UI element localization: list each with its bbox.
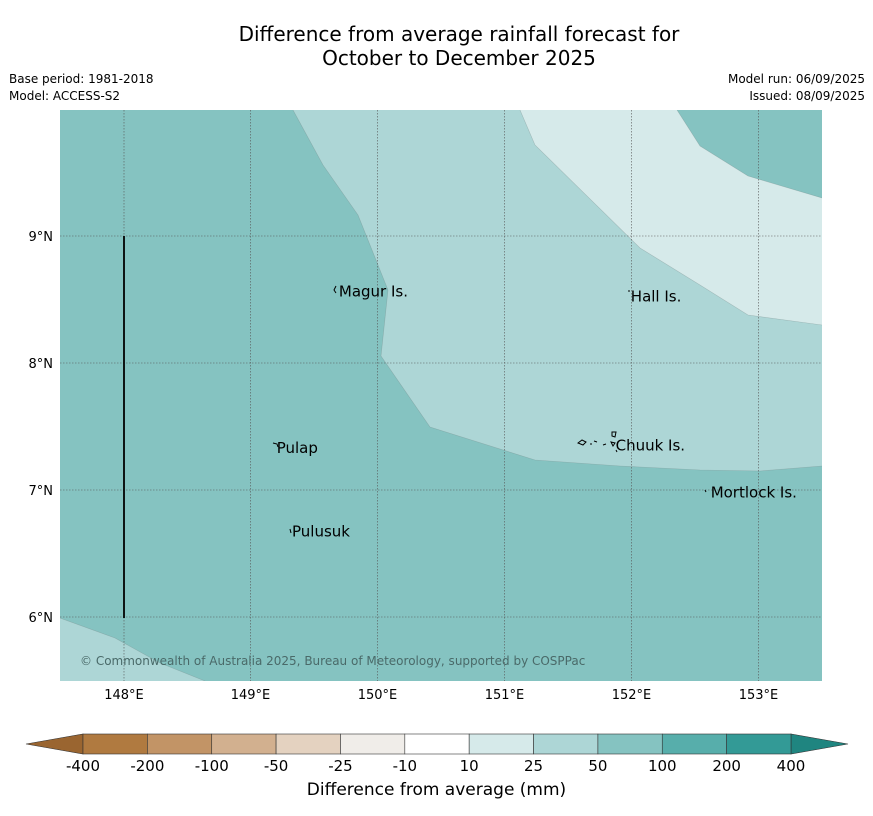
colorbar-under-arrow — [25, 733, 84, 755]
model-name: Model: ACCESS-S2 — [9, 89, 121, 103]
lat-tick-label: 8°N — [29, 357, 54, 372]
colorbar-segment — [468, 733, 534, 755]
colorbar-segment — [147, 733, 213, 755]
lat-tick-label: 9°N — [29, 230, 54, 245]
colorbar-segment — [82, 733, 148, 755]
lon-tick-label: 153°E — [739, 688, 779, 703]
meta-left: Base period: 1981-2018 Model: ACCESS-S2 — [9, 71, 154, 105]
contour-25-50 — [293, 110, 822, 471]
lat-tick-label: 7°N — [29, 484, 54, 499]
colorbar-tick-label: -100 — [195, 757, 229, 775]
colorbar-segment — [726, 733, 792, 755]
title-line-1: Difference from average rainfall forecas… — [238, 22, 680, 46]
colorbar-segment — [597, 733, 663, 755]
contour-lines — [60, 110, 822, 681]
lon-tick-label: 149°E — [231, 688, 271, 703]
colorbar-tick-label: 200 — [712, 757, 741, 775]
issued-date: Issued: 08/09/2025 — [749, 89, 865, 103]
colorbar-segment — [533, 733, 599, 755]
lat-tick-labels: 9°N 8°N 7°N 6°N — [29, 230, 54, 626]
colorbar-title: Difference from average (mm) — [306, 780, 567, 800]
colorbar-tick-label: -400 — [66, 757, 100, 775]
place-label: Magur Is. — [339, 283, 408, 301]
map-title: Difference from average rainfall forecas… — [0, 22, 873, 70]
colorbar-tick-label: 50 — [588, 757, 607, 775]
island-chuuk — [576, 431, 618, 453]
lat-tick-label: 6°N — [29, 611, 54, 626]
lon-tick-labels: 148°E 149°E 150°E 151°E 152°E 153°E — [104, 688, 778, 703]
place-labels: Magur Is. Hall Is. Pulap Chuuk Is. Mortlock … — [277, 283, 797, 541]
place-label: Hall Is. — [631, 288, 682, 306]
colorbar-over-arrow — [790, 733, 849, 755]
lon-tick-label: 151°E — [485, 688, 525, 703]
contour-25-50-south — [60, 618, 205, 681]
colorbar: -400 -200 -100 -50 -25 -10 10 25 50 100 200 400 — [25, 733, 849, 775]
lon-tick-label: 150°E — [358, 688, 398, 703]
colorbar-tick-label: -50 — [264, 757, 289, 775]
colorbar-tick-label: -10 — [393, 757, 418, 775]
model-run: Model run: 06/09/2025 — [727, 72, 865, 86]
island-pulusuk — [289, 528, 292, 534]
place-label: Pulusuk — [292, 523, 350, 541]
lon-tick-label: 152°E — [612, 688, 652, 703]
colorbar-segment — [661, 733, 727, 755]
colorbar-tick-label: -25 — [328, 757, 353, 775]
colorbar-tick-label: 400 — [777, 757, 806, 775]
title-line-2: October to December 2025 — [322, 46, 596, 70]
colorbar-segment — [275, 733, 341, 755]
island-mortlock — [704, 489, 707, 493]
place-label: Mortlock Is. — [711, 483, 797, 501]
lon-tick-label: 148°E — [104, 688, 144, 703]
colorbar-tick-label: 25 — [524, 757, 543, 775]
colorbar-tick-label: 100 — [648, 757, 677, 775]
colorbar-tick-label: -200 — [130, 757, 164, 775]
map-area: Magur Is. Hall Is. Pulap Chuuk Is. Mortlock … — [60, 110, 822, 681]
meta-right: Model run: 06/09/2025 Issued: 08/09/2025 — [728, 71, 865, 105]
colorbar-segment — [211, 733, 277, 755]
copyright-notice: © Commonwealth of Australia 2025, Bureau… — [80, 654, 585, 668]
contour-10-25 — [520, 110, 822, 325]
colorbar-segment — [404, 733, 470, 755]
base-period: Base period: 1981-2018 — [9, 72, 154, 86]
colorbar-segment — [340, 733, 406, 755]
colorbar-tick-label: 10 — [460, 757, 479, 775]
place-label: Pulap — [277, 439, 318, 457]
place-label: Chuuk Is. — [616, 436, 685, 454]
island-pulap — [272, 442, 279, 448]
island-shapes — [272, 285, 707, 534]
island-magur — [333, 285, 337, 294]
